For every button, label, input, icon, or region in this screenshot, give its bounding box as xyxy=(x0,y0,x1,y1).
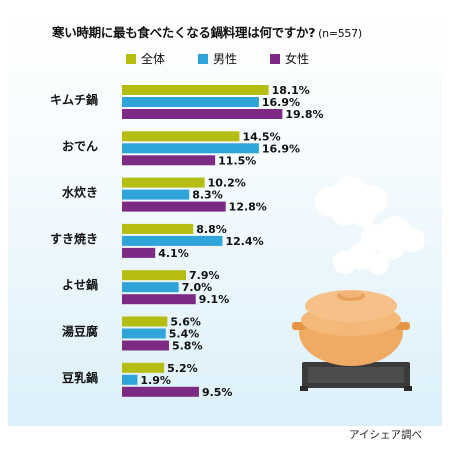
value-label-kimchi-female: 19.8% xyxy=(285,108,323,121)
value-label-tonyu-male: 1.9% xyxy=(140,374,171,387)
category-label-mizutaki: 水炊き xyxy=(62,185,98,200)
bar-yosenabe-all xyxy=(122,270,186,281)
bar-sukiyaki-all xyxy=(122,223,194,234)
gas-stove-icon xyxy=(300,362,412,391)
bar-tonyu-male xyxy=(122,374,138,385)
bar-tonyu-all xyxy=(122,362,165,373)
value-label-yudofu-male: 5.4% xyxy=(169,328,200,341)
value-label-kimchi-all: 18.1% xyxy=(272,84,310,97)
legend-label-male: 男性 xyxy=(213,52,238,66)
bar-kimchi-all xyxy=(122,85,269,95)
legend-item-female: 女性 xyxy=(270,50,309,67)
bar-yudofu-female xyxy=(122,340,169,351)
value-label-kimchi-male: 16.9% xyxy=(262,96,300,109)
value-label-mizutaki-all: 10.2% xyxy=(208,177,246,190)
value-label-sukiyaki-all: 8.8% xyxy=(196,223,227,236)
legend-swatch-all xyxy=(126,54,136,64)
category-label-yosenabe: よせ鍋 xyxy=(62,277,98,292)
bar-yosenabe-male xyxy=(122,282,179,293)
value-label-yosenabe-male: 7.0% xyxy=(182,281,213,294)
title-text: 寒い時期に最も食べたくなる鍋料理は何ですか? xyxy=(52,25,316,40)
category-label-yudofu: 湯豆腐 xyxy=(62,324,98,339)
value-label-mizutaki-male: 8.3% xyxy=(192,189,223,202)
bar-mizutaki-all xyxy=(122,177,205,188)
bar-oden-all xyxy=(122,131,240,142)
clay-pot-icon xyxy=(292,290,410,366)
steam-icon xyxy=(315,176,425,275)
sample-size-note: (n=557) xyxy=(318,27,362,40)
legend-label-all: 全体 xyxy=(141,52,166,66)
legend-label-female: 女性 xyxy=(285,52,310,66)
value-label-yosenabe-all: 7.9% xyxy=(189,269,220,282)
bar-yosenabe-female xyxy=(122,294,196,305)
value-label-tonyu-all: 5.2% xyxy=(167,362,198,375)
value-label-yosenabe-female: 9.1% xyxy=(199,293,230,306)
legend-swatch-female xyxy=(270,54,280,64)
value-label-mizutaki-female: 12.8% xyxy=(229,201,267,214)
category-label-tonyu: 豆乳鍋 xyxy=(62,370,98,385)
value-label-oden-all: 14.5% xyxy=(242,130,280,143)
source-note: アイシェア調べ xyxy=(349,429,422,441)
legend-swatch-male xyxy=(198,54,208,64)
bar-mizutaki-female xyxy=(122,201,226,212)
value-label-tonyu-female: 9.5% xyxy=(202,386,233,399)
bar-yudofu-all xyxy=(122,316,168,327)
bar-oden-female xyxy=(122,155,216,166)
category-label-sukiyaki: すき焼き xyxy=(50,231,98,246)
chart-title: 寒い時期に最も食べたくなる鍋料理は何ですか? (n=557) xyxy=(52,22,362,41)
bar-mizutaki-male xyxy=(122,189,190,200)
category-label-kimchi: キムチ鍋 xyxy=(50,92,98,107)
bar-sukiyaki-female xyxy=(122,247,156,258)
bar-kimchi-male xyxy=(122,97,259,107)
value-label-yudofu-all: 5.6% xyxy=(170,316,201,329)
value-label-sukiyaki-male: 12.4% xyxy=(225,235,263,248)
category-label-oden: おでん xyxy=(62,139,98,153)
bar-tonyu-female xyxy=(122,386,199,397)
value-label-yudofu-female: 5.8% xyxy=(172,340,203,353)
legend-item-all: 全体 xyxy=(126,50,165,67)
bar-kimchi-female xyxy=(122,109,283,119)
value-label-oden-male: 16.9% xyxy=(262,142,300,155)
bar-sukiyaki-male xyxy=(122,235,223,246)
value-label-sukiyaki-female: 4.1% xyxy=(158,247,189,260)
bar-oden-male xyxy=(122,143,259,154)
bar-yudofu-male xyxy=(122,328,166,339)
value-label-oden-female: 11.5% xyxy=(218,154,256,167)
legend-item-male: 男性 xyxy=(198,50,237,67)
